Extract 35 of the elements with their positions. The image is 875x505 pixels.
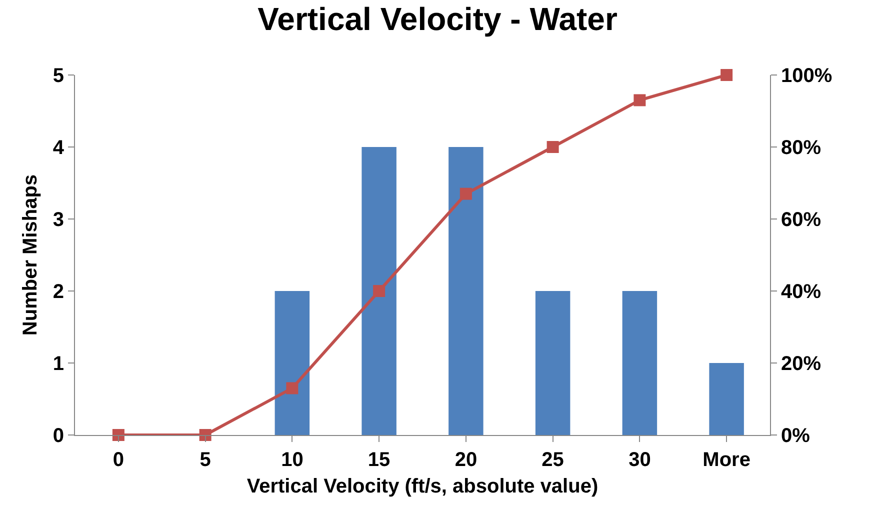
y2-tick-label: 20%: [781, 353, 822, 375]
point: [373, 285, 386, 297]
y-tick-label: 5: [52, 65, 64, 87]
x-tick-label: More: [702, 449, 750, 471]
y-tick-label: 2: [52, 281, 64, 303]
x-tick-label: 25: [542, 449, 564, 471]
point: [720, 69, 733, 81]
y-tick-label: 1: [52, 353, 64, 375]
y-tick-label: 0: [52, 425, 64, 447]
y-tick-label: 3: [52, 209, 64, 231]
y2-tick-label: 80%: [781, 137, 822, 159]
chart-title: Vertical Velocity - Water: [258, 0, 618, 37]
y2-tick-label: 0%: [781, 425, 810, 447]
y-tick-label: 4: [52, 137, 65, 159]
x-tick-label: 15: [368, 449, 390, 471]
bar: [362, 147, 396, 435]
bar: [274, 291, 310, 435]
x-tick-label: 30: [628, 449, 651, 471]
x-tick-label: 0: [112, 449, 124, 471]
y-axis-title: Number Mishaps: [19, 174, 42, 336]
y2-tick-label: 40%: [781, 281, 822, 303]
bar: [622, 291, 658, 435]
point: [634, 94, 646, 106]
point: [460, 188, 472, 200]
bar: [709, 363, 744, 435]
bar: [535, 291, 570, 435]
x-tick-label: 5: [200, 449, 211, 471]
y2-tick-label: 100%: [781, 65, 832, 87]
bar: [448, 147, 484, 435]
x-tick-label: 20: [454, 449, 478, 471]
point: [286, 382, 298, 394]
x-axis-title: Vertical Velocity (ft/s, absolute value): [246, 476, 598, 498]
point: [546, 141, 559, 153]
x-tick-label: 10: [281, 449, 304, 471]
y2-tick-label: 60%: [781, 209, 822, 231]
